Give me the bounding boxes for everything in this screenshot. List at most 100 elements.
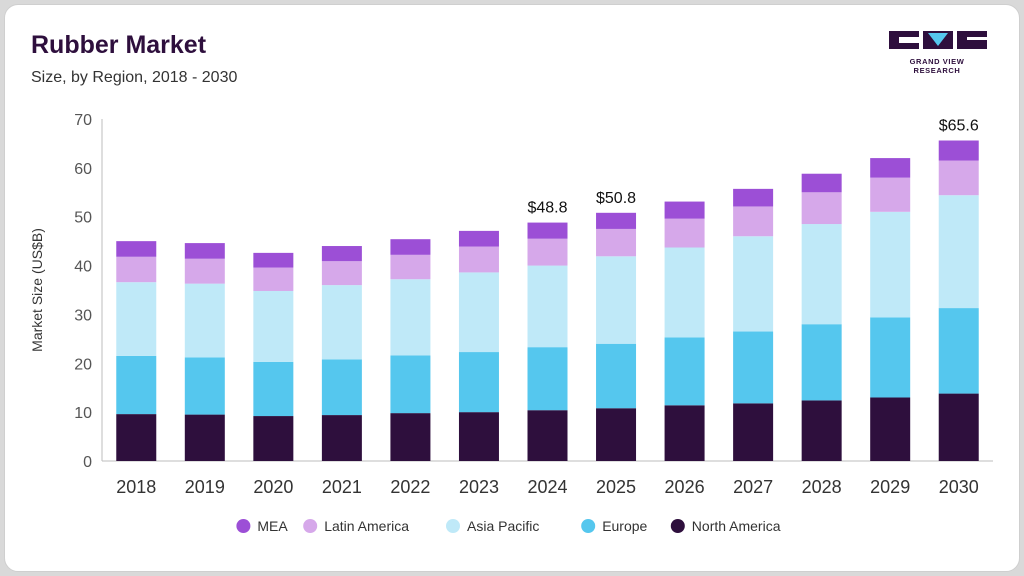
legend-swatch-europe [581,519,596,533]
legend-label: MEA [257,518,288,534]
bar-north-america-2028 [801,400,842,461]
bar-asia-pacific-2025 [596,256,637,344]
bar-north-america-2029 [870,397,911,461]
y-tick-label: 20 [74,356,92,373]
y-tick-label: 10 [74,405,92,422]
bar-latin-america-2030 [938,160,979,196]
data-label: $48.8 [527,200,567,217]
y-tick-label: 60 [74,161,92,178]
bar-europe-2024 [527,347,568,411]
x-tick-label: 2020 [253,477,293,497]
x-tick-label: 2028 [802,477,842,497]
bar-latin-america-2019 [184,258,225,284]
bar-asia-pacific-2027 [733,236,774,332]
bar-north-america-2018 [116,414,157,461]
bar-europe-2026 [664,337,705,406]
bar-latin-america-2029 [870,177,911,212]
bar-mea-2026 [664,201,705,219]
bar-north-america-2026 [664,405,705,461]
bar-latin-america-2021 [321,261,362,286]
data-label: $65.6 [939,117,979,134]
chart-title: Rubber Market [31,31,207,59]
x-tick-label: 2024 [527,477,567,497]
bar-asia-pacific-2026 [664,247,705,338]
bar-asia-pacific-2030 [938,195,979,309]
bar-latin-america-2023 [458,246,499,273]
bar-europe-2018 [116,355,157,415]
bar-mea-2023 [458,230,499,247]
data-label: $50.8 [596,190,636,207]
bar-latin-america-2022 [390,254,431,280]
bar-mea-2029 [870,158,911,178]
grand-view-research-logo: GRAND VIEW RESEARCH [885,27,995,75]
y-tick-label: 70 [74,112,92,129]
bar-mea-2025 [596,212,637,229]
bar-latin-america-2024 [527,238,568,266]
bar-mea-2022 [390,239,431,255]
bar-asia-pacific-2023 [458,272,499,353]
bar-europe-2023 [458,352,499,413]
bar-asia-pacific-2029 [870,211,911,318]
bar-europe-2030 [938,308,979,394]
legend-swatch-asia-pacific [446,519,460,533]
x-tick-label: 2030 [939,477,979,497]
bar-north-america-2020 [253,416,294,461]
bar-mea-2019 [184,243,225,259]
bar-asia-pacific-2024 [527,265,568,348]
legend-label: North America [692,518,781,534]
bar-asia-pacific-2019 [184,283,225,358]
bar-north-america-2025 [596,408,637,461]
x-tick-label: 2022 [390,477,430,497]
x-tick-label: 2019 [185,477,225,497]
logo-text: GRAND VIEW RESEARCH [909,57,965,75]
bar-north-america-2027 [733,403,774,461]
bar-north-america-2030 [938,393,979,461]
x-tick-label: 2021 [322,477,362,497]
bar-europe-2020 [253,361,294,417]
bar-europe-2022 [390,355,431,414]
y-axis-label: Market Size (US$B) [29,228,45,352]
chart-card: Rubber Market Size, by Region, 2018 - 20… [4,4,1020,572]
bar-europe-2028 [801,324,842,401]
bar-latin-america-2028 [801,192,842,225]
bar-europe-2029 [870,317,911,398]
bar-mea-2030 [938,140,979,161]
bar-mea-2021 [321,246,362,262]
bar-europe-2019 [184,357,225,415]
bar-mea-2018 [116,241,157,257]
bar-latin-america-2027 [733,206,774,237]
chart-subtitle: Size, by Region, 2018 - 2030 [31,69,238,86]
logo-mark-icon [889,31,987,49]
y-tick-label: 30 [74,307,92,324]
x-tick-label: 2023 [459,477,499,497]
legend-label: Latin America [324,518,409,534]
legend-swatch-north-america [670,519,685,533]
y-tick-label: 50 [74,210,92,227]
bar-mea-2024 [527,222,568,239]
y-tick-label: 0 [83,454,92,471]
bar-asia-pacific-2028 [801,224,842,325]
legend-label: Europe [602,518,647,534]
bar-mea-2028 [801,173,842,193]
bar-latin-america-2026 [664,218,705,248]
y-tick-label: 40 [74,259,92,276]
bar-latin-america-2020 [253,267,294,291]
bar-mea-2027 [733,188,774,207]
legend-swatch-latin-america [303,519,318,533]
bar-asia-pacific-2020 [253,290,294,362]
x-tick-label: 2025 [596,477,636,497]
bar-asia-pacific-2022 [390,279,431,356]
bar-asia-pacific-2018 [116,282,157,356]
legend-label: Asia Pacific [467,518,539,534]
bar-north-america-2019 [184,414,225,461]
bar-latin-america-2018 [116,256,157,283]
bar-europe-2027 [733,331,774,404]
bar-latin-america-2025 [596,228,637,257]
bar-north-america-2021 [321,415,362,461]
bar-north-america-2022 [390,413,431,461]
bar-mea-2020 [253,252,294,268]
bar-europe-2025 [596,343,637,409]
bar-north-america-2024 [527,410,568,461]
bar-asia-pacific-2021 [321,285,362,360]
